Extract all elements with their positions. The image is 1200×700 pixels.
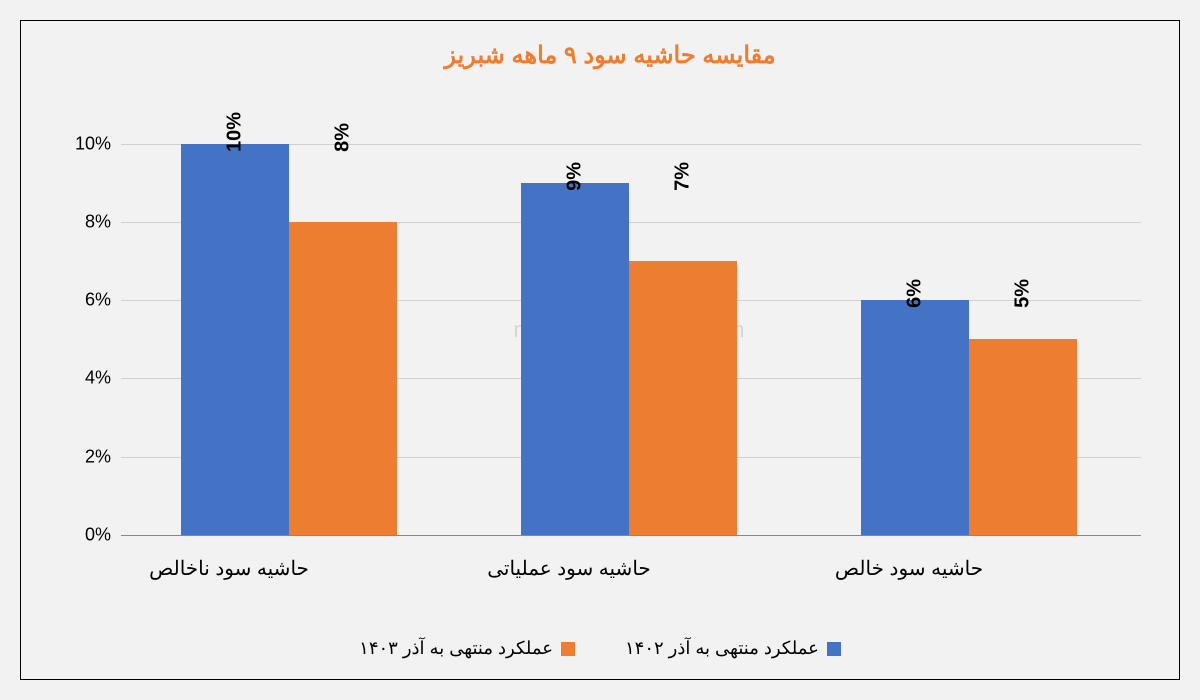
category-label: حاشیه سود عملیاتی — [487, 556, 651, 581]
legend-label: عملکرد منتهی به آذر ۱۴۰۲ — [625, 638, 819, 659]
bar — [289, 222, 397, 535]
plot-area: نبض بورس nabzebourse.com 10%8%9%7%6%5% 0… — [121, 85, 1141, 535]
bar-group: 6%5% — [861, 300, 1077, 535]
legend-swatch — [561, 642, 575, 656]
bars-area: 10%8%9%7%6%5% — [121, 85, 1141, 535]
legend-label: عملکرد منتهی به آذر ۱۴۰۳ — [359, 638, 553, 659]
bar-value-label: 10% — [224, 112, 247, 152]
bar-value-label: 8% — [332, 123, 355, 152]
bar-group: 10%8% — [181, 144, 397, 535]
bar-wrap: 7% — [629, 183, 737, 535]
grid-line — [121, 535, 1141, 536]
bar — [861, 300, 969, 535]
bar-value-label: 9% — [564, 162, 587, 191]
bar — [521, 183, 629, 535]
chart-container: مقایسه حاشیه سود ۹ ماهه شبریز نبض بورس n… — [20, 20, 1180, 680]
y-axis-label: 6% — [85, 290, 121, 311]
bar — [969, 339, 1077, 535]
y-axis-label: 0% — [85, 525, 121, 546]
chart-title: مقایسه حاشیه سود ۹ ماهه شبریز — [81, 41, 1139, 70]
category-label: حاشیه سود خالص — [835, 556, 983, 581]
bar-wrap: 5% — [969, 300, 1077, 535]
y-axis-label: 2% — [85, 446, 121, 467]
x-axis-labels: حاشیه سود ناخالص حاشیه سود عملیاتی حاشیه س… — [61, 556, 1081, 586]
y-axis-label: 8% — [85, 211, 121, 232]
legend-swatch — [827, 642, 841, 656]
bar-value-label: 7% — [672, 162, 695, 191]
bar-wrap: 8% — [289, 144, 397, 535]
y-axis-label: 4% — [85, 368, 121, 389]
bar — [629, 261, 737, 535]
bar-wrap: 10% — [181, 144, 289, 535]
legend-item: عملکرد منتهی به آذر ۱۴۰۲ — [625, 638, 841, 659]
bar-wrap: 9% — [521, 183, 629, 535]
y-axis-label: 10% — [75, 133, 121, 154]
legend: عملکرد منتهی به آذر ۱۴۰۲ عملکرد منتهی به … — [21, 638, 1179, 659]
bar-value-label: 6% — [904, 279, 927, 308]
bar-value-label: 5% — [1012, 279, 1035, 308]
bar — [181, 144, 289, 535]
bar-wrap: 6% — [861, 300, 969, 535]
bar-group: 9%7% — [521, 183, 737, 535]
legend-item: عملکرد منتهی به آذر ۱۴۰۳ — [359, 638, 575, 659]
category-label: حاشیه سود ناخالص — [149, 556, 309, 581]
